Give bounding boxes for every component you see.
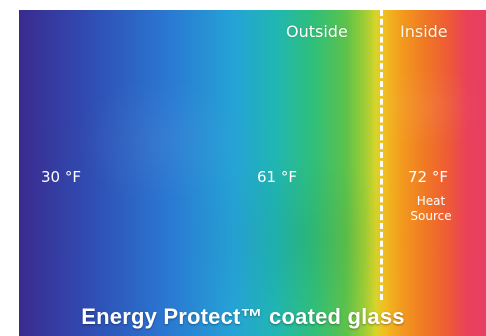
outside-label: Outside <box>286 22 348 41</box>
heat-source-line1: Heat <box>416 194 446 208</box>
thermal-texture <box>19 10 486 336</box>
heat-source-line2: Source <box>410 209 452 223</box>
diagram-title: Energy Protect™ coated glass <box>81 304 405 329</box>
caption-strip <box>0 0 486 10</box>
temperature-outside-near: 61 °F <box>257 168 297 186</box>
inside-label: Inside <box>400 22 448 41</box>
temperature-inside: 72 °F <box>408 168 448 186</box>
glass-divider-line <box>380 10 383 300</box>
temperature-outside-far: 30 °F <box>41 168 81 186</box>
heat-source-label: Heat Source <box>404 194 458 224</box>
thermal-gradient <box>19 10 486 336</box>
